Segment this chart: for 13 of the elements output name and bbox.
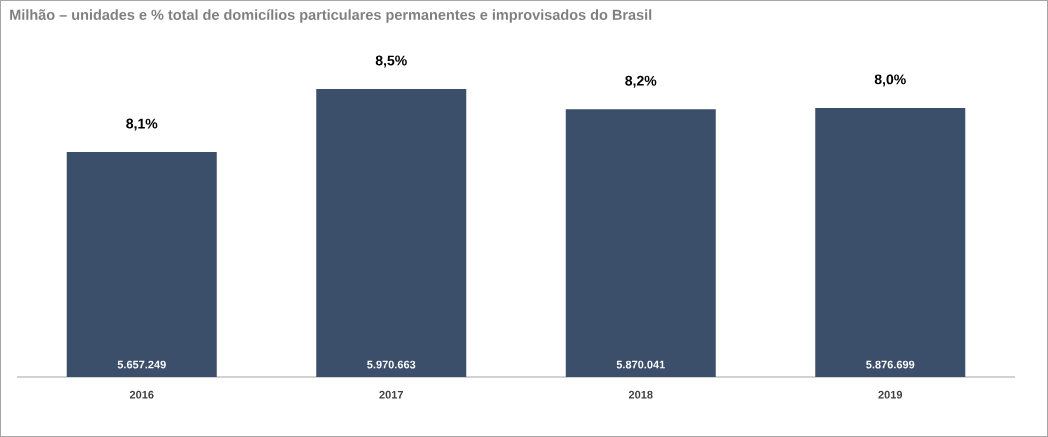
x-tick-label: 2018: [628, 390, 653, 399]
data-label: 5.970.663: [367, 360, 416, 369]
x-tick-label: 2017: [379, 390, 403, 399]
x-tick-label: 2019: [878, 390, 903, 399]
chart-title: Milhão – unidades e % total de domicílios particulares permanentes e improvisados do Brasil: [10, 9, 652, 23]
data-label: 5.870.041: [616, 360, 665, 369]
x-tick-label: 2016: [129, 390, 154, 399]
data-label: 5.876.699: [866, 360, 915, 369]
annotation: 8,0%: [874, 74, 906, 87]
annotation: 8,1%: [126, 118, 158, 131]
data-label: 5.657.249: [117, 360, 166, 369]
annotation: 8,2%: [625, 75, 657, 88]
annotation: 8,5%: [375, 55, 407, 68]
